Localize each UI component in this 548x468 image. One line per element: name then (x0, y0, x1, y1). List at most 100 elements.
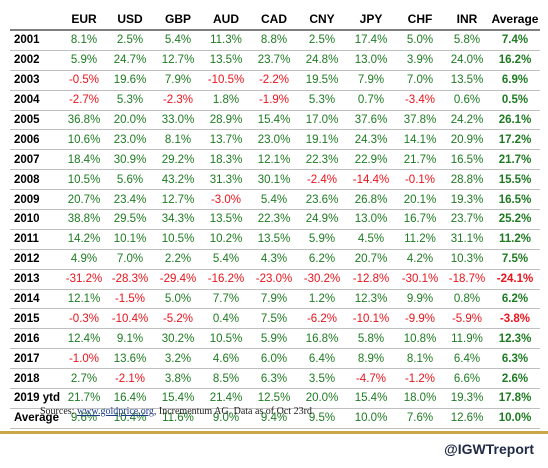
return-cell: 15.4% (154, 388, 202, 409)
return-cell: 7.0% (396, 69, 444, 91)
return-cell: -9.9% (396, 308, 444, 329)
return-cell: 19.3% (444, 388, 490, 409)
average-cell: 16.2% (490, 49, 540, 71)
column-header: AUD (213, 11, 239, 26)
return-cell: 5.9% (62, 49, 106, 71)
row-year: 2018 (10, 368, 62, 389)
row-year: 2015 (10, 308, 62, 329)
return-cell: 6.2% (298, 248, 346, 270)
return-cell: 3.8% (154, 368, 202, 389)
return-cell: 24.8% (298, 49, 346, 71)
return-cell: 14.2% (62, 228, 106, 250)
return-cell: 10.6% (62, 129, 106, 150)
header-corner (10, 8, 62, 30)
row-year: 2008 (10, 169, 62, 190)
column-header: GBP (164, 11, 191, 26)
return-cell: 6.6% (444, 368, 490, 389)
return-cell: 13.0% (346, 209, 396, 230)
table-row: 2017 -1.0% 13.6% 3.2% 4.6% 6.0% 6.4% 8.9% 8.1% 6.… (10, 348, 540, 369)
footer-divider (0, 431, 548, 434)
return-cell: 21.7% (62, 388, 106, 409)
return-cell: -6.2% (298, 308, 346, 329)
return-cell: -0.1% (396, 169, 444, 190)
return-cell: 8.1% (396, 348, 444, 369)
return-cell: 7.6% (396, 407, 444, 429)
average-cell: 6.2% (490, 288, 540, 309)
table-row: 2018 2.7% -2.1% 3.8% 8.5% 6.3% 3.5% -4.7% -1.2% 6… (10, 368, 540, 389)
return-cell: 5.3% (298, 89, 346, 111)
average-cell: 6.3% (490, 348, 540, 369)
return-cell: 2.5% (106, 28, 154, 51)
return-cell: 36.8% (62, 109, 106, 130)
return-cell: 21.4% (202, 388, 250, 409)
table-row: 2005 36.8% 20.0% 33.0% 28.9% 15.4% 17.0% 37.6% 3… (10, 109, 540, 130)
return-cell: -30.1% (396, 268, 444, 290)
return-cell: -1.0% (62, 348, 106, 369)
return-cell: 23.7% (250, 49, 298, 71)
table-row: 2016 12.4% 9.1% 30.2% 10.5% 5.9% 16.8% 5.8% 10.8… (10, 328, 540, 349)
return-cell: -1.9% (250, 89, 298, 111)
return-cell: 15.4% (346, 388, 396, 409)
table-row: 2013 -31.2% -28.3% -29.4% -16.2% -23.0% -30.2%… (10, 268, 540, 290)
table-header-row: EUR USD GBP AUD CAD CNY JPY CHF INR Average (10, 8, 540, 30)
return-cell: 17.4% (346, 28, 396, 51)
row-year: 2007 (10, 149, 62, 170)
return-cell: 13.5% (202, 209, 250, 230)
table-row: 2009 20.7% 23.4% 12.7% -3.0% 5.4% 23.6% 26.8% 20… (10, 189, 540, 210)
return-cell: -3.4% (396, 89, 444, 111)
column-header: USD (117, 11, 143, 26)
return-cell: 4.3% (250, 248, 298, 270)
return-cell: 10.3% (444, 248, 490, 270)
table-row: 2012 4.9% 7.0% 2.2% 5.4% 4.3% 6.2% 20.7% 4.2% 10.… (10, 248, 540, 270)
return-cell: 15.4% (250, 109, 298, 130)
return-cell: 30.2% (154, 328, 202, 349)
return-cell: -4.7% (346, 368, 396, 389)
return-cell: 12.7% (154, 49, 202, 71)
return-cell: 29.2% (154, 149, 202, 170)
return-cell: 8.5% (202, 368, 250, 389)
return-cell: 13.5% (202, 49, 250, 71)
average-cell: 16.5% (490, 189, 540, 210)
return-cell: 17.0% (298, 109, 346, 130)
return-cell: 4.2% (396, 248, 444, 270)
return-cell: 16.7% (396, 209, 444, 230)
average-cell: -3.8% (490, 308, 540, 329)
return-cell: 11.6% (154, 407, 202, 429)
return-cell: 16.5% (444, 149, 490, 170)
average-row: Average 9.6% 10.4% 11.6% 9.0% 9.4% 9.5% 10.0% 7.… (10, 407, 540, 429)
return-cell: 3.9% (396, 49, 444, 71)
return-cell: 10.8% (396, 328, 444, 349)
return-cell: -5.9% (444, 308, 490, 329)
return-cell: 10.4% (106, 407, 154, 429)
return-cell: 19.3% (444, 189, 490, 210)
return-cell: 13.0% (346, 49, 396, 71)
row-year: 2009 (10, 189, 62, 210)
sources-link[interactable]: www.goldprice.org (76, 406, 154, 417)
column-header: INR (456, 11, 478, 26)
return-cell: 2.5% (298, 28, 346, 51)
return-cell: 11.2% (396, 228, 444, 250)
return-cell: 23.4% (106, 189, 154, 210)
sources-suffix: , Incrementum AG. Data as of Oct 23rd (153, 406, 312, 417)
return-cell: 28.8% (444, 169, 490, 190)
column-header: CHF (407, 11, 433, 26)
row-year: 2014 (10, 288, 62, 309)
row-year: 2017 (10, 348, 62, 369)
average-cell: 11.2% (490, 228, 540, 250)
column-header: CAD (261, 11, 287, 26)
return-cell: 37.6% (346, 109, 396, 130)
return-cell: 20.1% (396, 189, 444, 210)
return-cell: 13.6% (106, 348, 154, 369)
return-cell: 13.7% (202, 129, 250, 150)
return-cell: 18.4% (62, 149, 106, 170)
return-cell: -31.2% (62, 268, 106, 290)
return-cell: 5.4% (154, 28, 202, 51)
return-cell: 10.0% (346, 407, 396, 429)
column-header: EUR (71, 11, 97, 26)
gold-returns-table: EUR USD GBP AUD CAD CNY JPY CHF INR Average 2001 8… (10, 8, 540, 429)
average-cell: 12.3% (490, 328, 540, 349)
return-cell: 30.1% (250, 169, 298, 190)
return-cell: 6.3% (250, 368, 298, 389)
return-cell: 38.8% (62, 209, 106, 230)
average-cell: 21.7% (490, 149, 540, 170)
